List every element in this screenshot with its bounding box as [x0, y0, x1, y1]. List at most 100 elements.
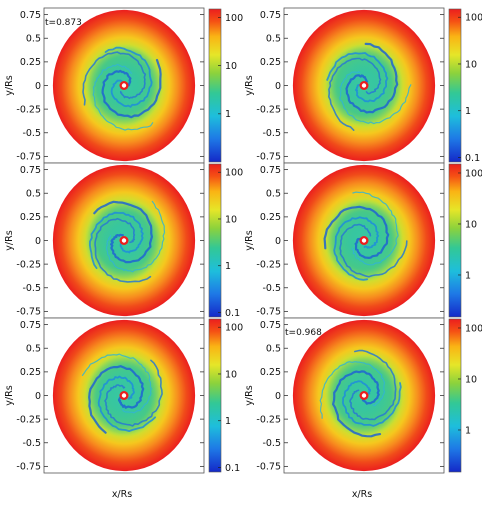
spiral-arm [104, 46, 153, 108]
panels-grid: 0.750.50.250-0.25-0.5-0.75y/Rst=0.873 100… [4, 7, 482, 500]
y-tick-label: -0.5 [22, 438, 41, 449]
central-hole [121, 83, 127, 88]
y-tick-label: 0 [35, 236, 41, 247]
y-tick-label: -0.75 [256, 307, 281, 318]
y-tick-label: -0.75 [16, 462, 41, 473]
y-tick-label: 0.75 [20, 10, 41, 21]
panel-p3: 0.75 0.5 0.25 0 -0.25 -0.5 -0.75 y/Rs 100 10 1 0.1 [4, 162, 243, 319]
y-axis-label: y/Rs [244, 385, 255, 405]
colorbar-tick-label: 100 [465, 13, 482, 24]
colorbar-tick-label: 1 [225, 261, 231, 272]
spiral-arm [101, 58, 162, 119]
panel-p1: 0.75 0.5 0.25 0 -0.25 -0.5 -0.75 y/Rs t=0.873 100… [4, 7, 243, 164]
colorbar-tick-label: 10 [225, 61, 237, 72]
colorbar [208, 318, 222, 473]
spiral-arm [342, 380, 402, 427]
y-tick-label: -0.5 [262, 283, 281, 294]
y-axis-label: y/Rs [4, 385, 15, 405]
colorbar-tick-label: 100 [225, 323, 243, 334]
y-tick-label: -0.25 [256, 104, 281, 115]
colorbar-tick-label: 100 [465, 168, 482, 179]
spiral-arm [93, 200, 153, 264]
y-tick-label: 0.5 [26, 344, 41, 355]
y-tick-label: 0.75 [20, 320, 41, 331]
spiral-arm [351, 191, 399, 266]
time-label: t=0.968 [285, 328, 322, 338]
y-tick-label: 0 [275, 81, 281, 92]
y-tick-label: 0.5 [266, 34, 281, 45]
colorbar-tick-label: 0.1 [225, 463, 240, 474]
central-hole [361, 83, 367, 88]
colorbar-tick-label: 1 [465, 425, 471, 436]
y-tick-label: 0.5 [266, 189, 281, 200]
colorbar-tick-label: 10 [225, 369, 237, 380]
y-axis-label: y/Rs [244, 230, 255, 250]
y-tick-label: 0.25 [260, 367, 281, 378]
central-hole [361, 393, 367, 398]
colorbar [448, 8, 462, 163]
y-axis-label: y/Rs [244, 75, 255, 95]
central-hole [361, 238, 367, 243]
spiral-arm [328, 57, 382, 131]
y-tick-label: -0.5 [22, 128, 41, 139]
y-tick-label: -0.25 [16, 414, 41, 425]
colorbar-tick-label: 100 [225, 13, 243, 24]
panel-p5: 0.75 0.5 0.25 0 -0.25 -0.5 -0.75 y/Rs 100 10 1 0.1 [4, 317, 243, 474]
x-axis-label: x/Rs [112, 489, 132, 500]
spiral-arm [88, 365, 145, 434]
y-tick-label: 0.25 [20, 212, 41, 223]
colorbar [448, 163, 462, 318]
y-tick-label: 0.75 [20, 165, 41, 176]
y-tick-label: -0.75 [16, 307, 41, 318]
spiral-arm [319, 361, 386, 419]
y-tick-label: 0 [35, 81, 41, 92]
colorbar-tick-label: 10 [225, 214, 237, 225]
y-tick-label: 0.25 [20, 57, 41, 68]
spiral-arm [339, 223, 408, 278]
spiral-arm [323, 205, 390, 259]
colorbar-tick-label: 100 [465, 323, 482, 334]
y-tick-label: -0.75 [256, 462, 281, 473]
spiral-arm [349, 349, 397, 421]
y-tick-label: -0.75 [256, 152, 281, 163]
spiral-arm [345, 42, 399, 114]
spiral-arm [104, 359, 163, 427]
colorbar [208, 8, 222, 163]
colorbar [448, 318, 462, 473]
colorbar-tick-label: 10 [465, 59, 477, 70]
colorbar-tick-label: 10 [465, 219, 477, 230]
spiral-arm [97, 375, 156, 432]
spiral-arm [339, 70, 412, 125]
y-tick-label: 0.75 [260, 165, 281, 176]
y-tick-label: -0.5 [262, 438, 281, 449]
colorbar-tick-label: 100 [225, 168, 243, 179]
y-tick-label: 0.5 [26, 34, 41, 45]
y-axis-label: y/Rs [4, 75, 15, 95]
y-tick-label: -0.75 [16, 152, 41, 163]
colorbar-tick-label: 1 [225, 109, 231, 120]
panel-p2: 0.75 0.5 0.25 0 -0.25 -0.5 -0.75 y/Rs 100 10 1 0.1 [244, 7, 482, 164]
colorbar-tick-label: 0.1 [465, 153, 480, 164]
y-tick-label: 0.25 [260, 57, 281, 68]
colorbar-tick-label: 1 [465, 106, 471, 117]
spiral-arm [92, 63, 154, 131]
spiral-arm [326, 52, 389, 103]
y-tick-label: -0.5 [262, 128, 281, 139]
colorbar-tick-label: 0.1 [225, 308, 240, 319]
panel-p4: 0.75 0.5 0.25 0 -0.25 -0.5 -0.75 y/Rs 100 10 1 [244, 162, 482, 319]
central-hole [121, 238, 127, 243]
spiral-arm [94, 217, 152, 283]
y-tick-label: 0.5 [26, 189, 41, 200]
colorbar-tick-label: 1 [225, 416, 231, 427]
y-tick-label: -0.25 [256, 414, 281, 425]
y-axis-label: y/Rs [4, 230, 15, 250]
y-tick-label: 0.5 [266, 344, 281, 355]
spiral-arm [105, 200, 166, 273]
spiral-arm [89, 211, 144, 269]
y-tick-label: 0.25 [20, 367, 41, 378]
spiral-arm [333, 216, 380, 281]
y-tick-label: -0.25 [16, 259, 41, 270]
x-axis-label: x/Rs [352, 489, 372, 500]
panel-p6: 0.75 0.5 0.25 0 -0.25 -0.5 -0.75 y/Rs t=0.968 100… [244, 317, 482, 474]
